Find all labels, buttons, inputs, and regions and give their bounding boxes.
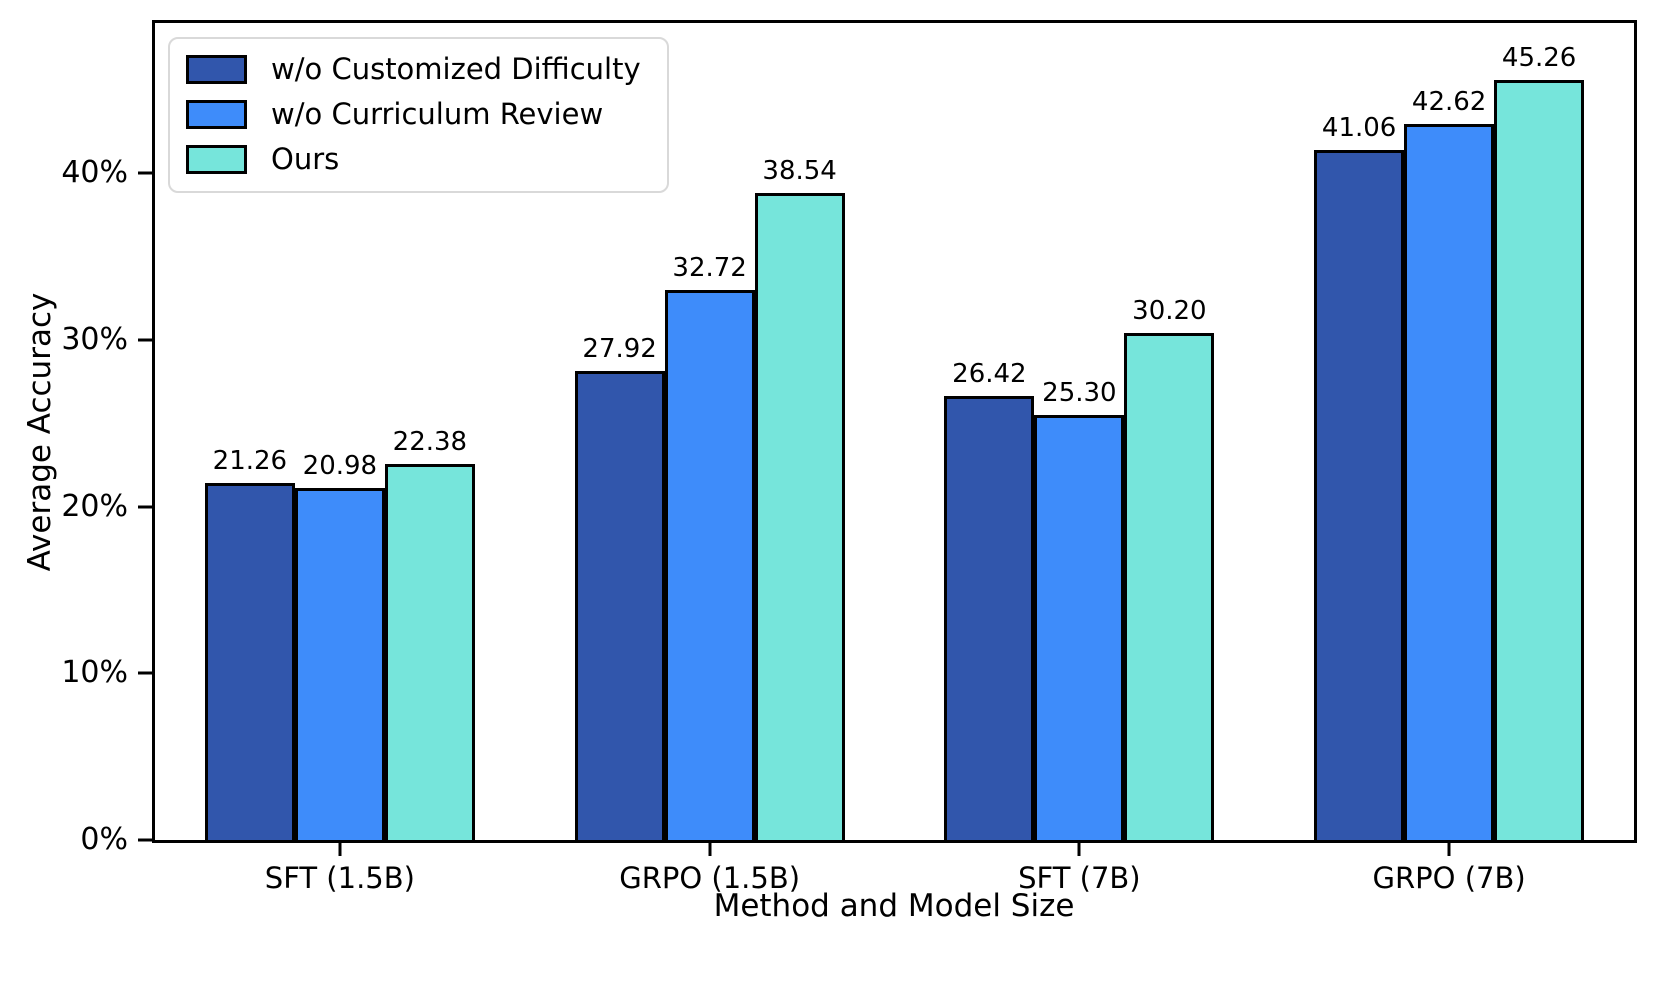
y-tick-mark [138, 838, 152, 842]
bar [1034, 415, 1125, 840]
y-tick-mark [138, 671, 152, 675]
bar [384, 464, 475, 840]
legend: w/o Customized Difficulty w/o Curriculum … [168, 37, 669, 193]
legend-item: w/o Customized Difficulty [186, 52, 641, 86]
plot-area: w/o Customized Difficulty w/o Curriculum … [61, 20, 1637, 893]
bar-group: 26.42 25.30 30.20 [944, 298, 1215, 840]
y-tick-mark [138, 338, 152, 342]
bar-value-label: 20.98 [302, 450, 378, 481]
x-tick-label: GRPO (1.5B) [619, 861, 801, 895]
bar-slot: 27.92 [574, 336, 665, 840]
x-axis-label: Method and Model Size [713, 888, 1075, 924]
bar-value-label: 42.62 [1411, 87, 1487, 118]
bar-slot: 32.72 [664, 255, 755, 840]
x-tick-label: GRPO (7B) [1372, 861, 1526, 895]
legend-swatch [186, 100, 247, 130]
bar-slot: 26.42 [944, 361, 1035, 840]
bar-slot: 42.62 [1404, 89, 1495, 840]
bar-value-label: 27.92 [582, 334, 657, 365]
bar [204, 482, 295, 840]
legend-label: w/o Curriculum Review [271, 96, 604, 131]
bar-value-label: 21.26 [212, 445, 288, 476]
bar-value-label: 25.30 [1042, 378, 1117, 409]
bar [1124, 332, 1215, 840]
bar-value-label: 38.54 [762, 155, 837, 186]
bar-slot: 22.38 [384, 429, 475, 840]
legend-label: w/o Customized Difficulty [271, 52, 641, 86]
bar [294, 487, 385, 840]
bar-slot: 45.26 [1494, 45, 1585, 840]
legend-item: Ours [186, 141, 641, 176]
bar-value-label: 22.38 [392, 427, 468, 458]
bar-slot: 38.54 [754, 158, 845, 840]
bar-value-label: 26.42 [952, 359, 1027, 390]
y-tick-label: 30% [61, 321, 128, 357]
bar-slot: 30.20 [1124, 298, 1215, 840]
bar [944, 396, 1035, 840]
bar-group: 27.92 32.72 38.54 [574, 158, 845, 840]
y-tick-label: 40% [61, 155, 128, 191]
bar-value-label: 45.26 [1501, 42, 1577, 73]
legend-swatch [186, 145, 247, 175]
bar-slot: 25.30 [1034, 380, 1125, 840]
y-tick-mark [138, 171, 152, 175]
bar-group: 41.06 42.62 45.26 [1314, 45, 1585, 840]
bar [664, 290, 755, 840]
x-tick-mark [1077, 843, 1081, 856]
legend-swatch [186, 55, 247, 85]
bar [754, 192, 845, 840]
x-tick-mark [1447, 843, 1451, 856]
bar-value-label: 30.20 [1132, 295, 1207, 326]
bar-slot: 20.98 [294, 453, 385, 840]
x-tick-mark [338, 843, 342, 856]
y-tick-mark [138, 505, 152, 509]
bar [1314, 150, 1405, 840]
bar [574, 371, 665, 840]
y-tick-label: 0% [80, 822, 128, 857]
x-tick-label: SFT (7B) [1018, 861, 1141, 895]
y-tick-label: 20% [61, 488, 128, 524]
bar [1404, 124, 1495, 840]
bar-value-label: 32.72 [672, 253, 747, 284]
legend-item: w/o Curriculum Review [186, 96, 641, 131]
y-axis-label: Average Accuracy [22, 292, 58, 572]
bar-slot: 21.26 [204, 448, 295, 840]
bar-value-label: 41.06 [1321, 113, 1397, 144]
y-tick-label: 10% [61, 655, 128, 691]
bar [1494, 79, 1585, 840]
bar-group: 21.26 20.98 22.38 [204, 429, 475, 840]
x-tick-mark [708, 843, 712, 856]
x-tick-label: SFT (1.5B) [264, 861, 415, 895]
legend-label: Ours [271, 141, 340, 176]
bar-slot: 41.06 [1314, 115, 1405, 840]
